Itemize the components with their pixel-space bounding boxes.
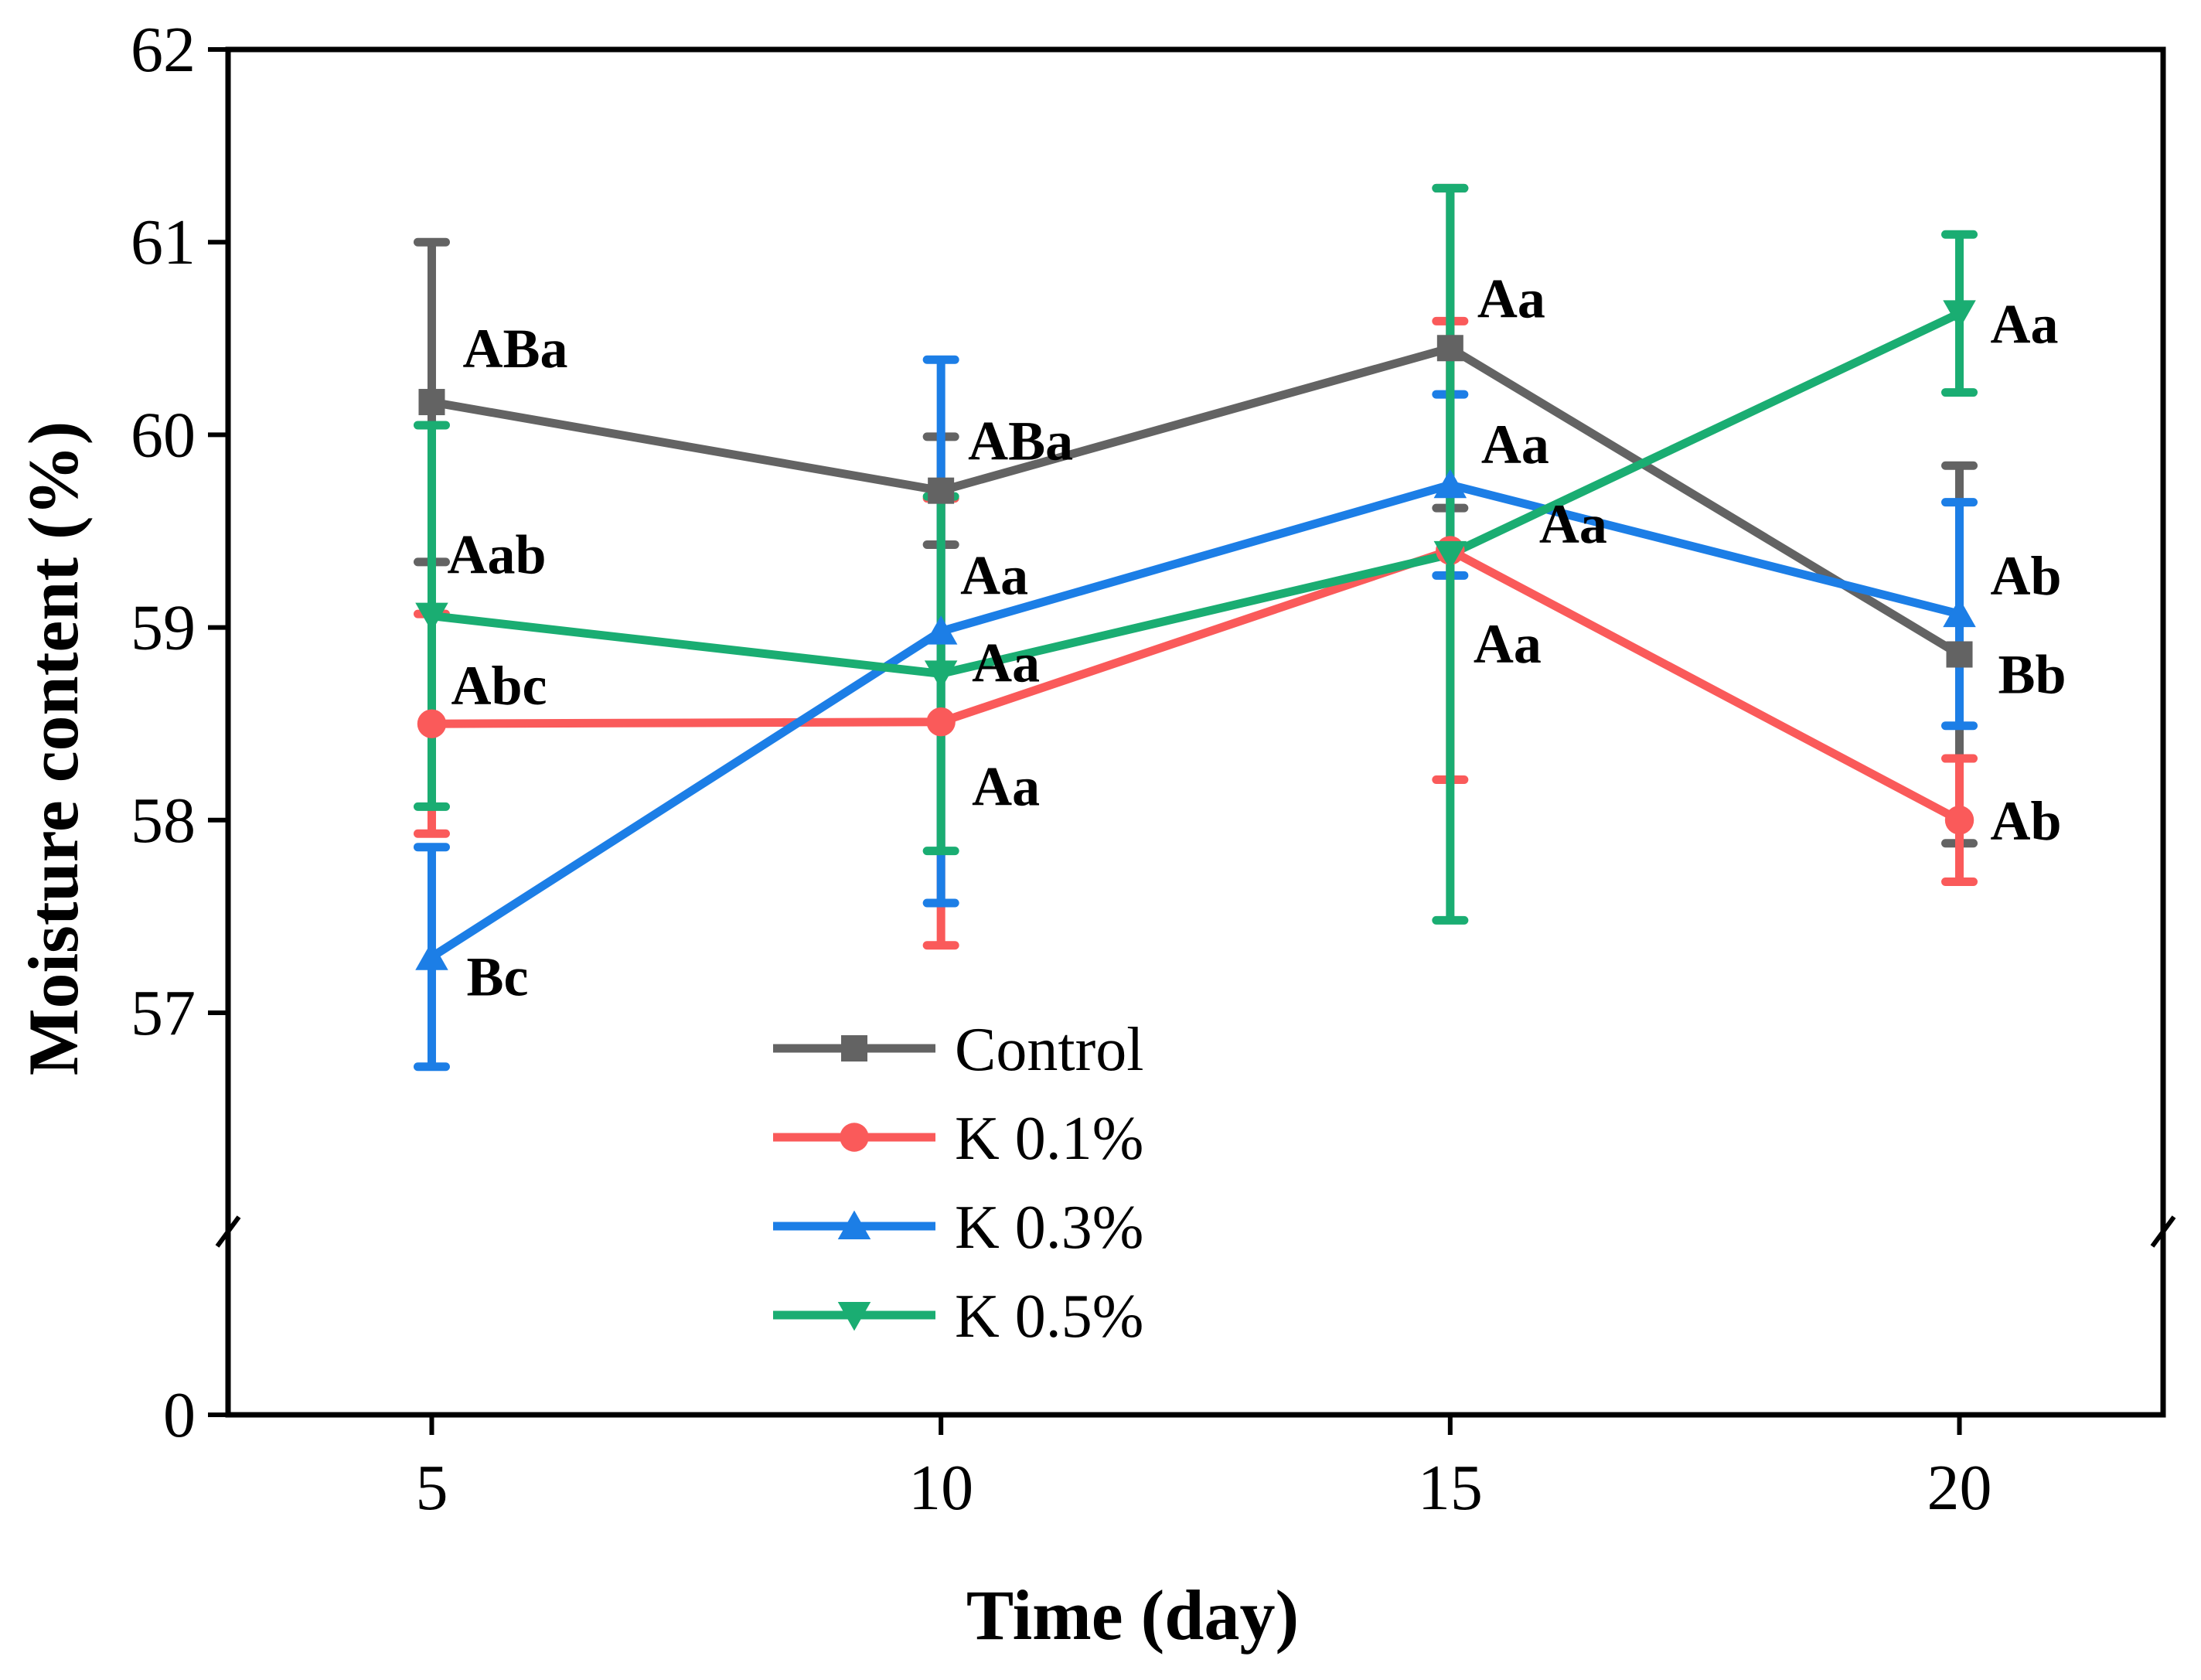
series-line-k-0-5 [431, 309, 1961, 678]
x-tick-label: 10 [908, 1452, 973, 1524]
y-tick-label: 61 [131, 206, 196, 278]
series-lines-layer [429, 309, 1962, 961]
significance-label-k-0-1: Ab [1991, 790, 2062, 852]
significance-label-k-0-5: Aa [1474, 613, 1542, 675]
data-point-k-0-3 [924, 615, 958, 645]
legend-marker-control [841, 1035, 867, 1062]
significance-label-k-0-5: Aa [972, 632, 1040, 693]
significance-label-k-0-3: Bc [466, 946, 528, 1008]
legend-marker-k-0-1 [840, 1123, 869, 1152]
significance-labels-layer: ABa ABa Aa Bb Abc Aa Aa Ab Bc Aa Aa Ab Aab Aa Aa Aa [447, 268, 2066, 1007]
data-point-k-0-1 [926, 707, 956, 737]
series-line-control [431, 343, 1962, 659]
legend: Control K 0.1% K 0.3% K 0.5% [773, 1016, 1143, 1351]
data-point-control [928, 477, 955, 504]
y-tick-label: 60 [131, 399, 196, 471]
significance-label-k-0-1: Aa [1539, 493, 1607, 555]
series-line-k-0-3 [429, 480, 1961, 961]
legend-label-k-0-1: K 0.1% [955, 1105, 1143, 1173]
y-axis-ticks: 57 58 59 60 61 62 0 [131, 14, 228, 1451]
y-tick-label: 0 [163, 1379, 196, 1451]
significance-label-k-0-1: Abc [451, 655, 547, 717]
data-point-control [1946, 641, 1973, 668]
legend-label-k-0-3: K 0.3% [955, 1194, 1143, 1262]
y-tick-label: 57 [131, 977, 196, 1049]
series-line-k-0-1 [431, 546, 1962, 824]
significance-label-control: Bb [1998, 643, 2066, 705]
legend-label-k-0-5: K 0.5% [955, 1283, 1143, 1351]
data-point-k-0-5 [924, 660, 958, 690]
markers-layer [415, 300, 1976, 970]
significance-label-control: Aa [1477, 268, 1545, 329]
significance-label-k-0-1: Aa [972, 756, 1040, 818]
y-tick-label: 62 [131, 14, 196, 86]
data-point-k-0-1 [417, 709, 447, 738]
data-point-control [418, 389, 445, 416]
legend-marker-k-0-3 [837, 1210, 871, 1239]
x-tick-label: 5 [415, 1452, 448, 1524]
significance-label-k-0-5: Aab [447, 524, 546, 586]
significance-label-k-0-5: Aa [1991, 293, 2059, 355]
error-bars-layer [413, 183, 1978, 1072]
legend-marker-k-0-5 [837, 1302, 871, 1331]
y-tick-label: 58 [131, 785, 196, 857]
x-tick-label: 15 [1418, 1452, 1483, 1524]
x-axis-ticks: 5 10 15 20 [415, 1415, 1992, 1524]
significance-label-control: ABa [462, 318, 567, 380]
data-point-k-0-3 [415, 941, 448, 970]
plot-frame [225, 46, 2166, 1418]
axis-break-right [2150, 1215, 2176, 1248]
y-tick-label: 59 [131, 592, 196, 664]
x-axis-title: Time (day) [966, 1576, 1299, 1654]
significance-label-k-0-3: Ab [1991, 545, 2062, 607]
data-point-control [1436, 335, 1463, 362]
data-point-k-0-3 [1943, 598, 1976, 628]
data-point-k-0-5 [1433, 540, 1467, 571]
data-point-k-0-3 [1433, 469, 1467, 499]
data-point-k-0-5 [1943, 300, 1976, 329]
x-tick-label: 20 [1927, 1452, 1992, 1524]
data-point-k-0-1 [1944, 806, 1974, 835]
data-point-k-0-5 [415, 602, 448, 632]
significance-label-k-0-3: Aa [960, 545, 1028, 607]
axis-break-left [215, 1215, 241, 1248]
legend-label-control: Control [955, 1016, 1143, 1084]
significance-label-k-0-3: Aa [1481, 414, 1549, 475]
y-axis-title: Moisture content (%) [14, 421, 93, 1076]
significance-label-control: ABa [968, 411, 1073, 472]
